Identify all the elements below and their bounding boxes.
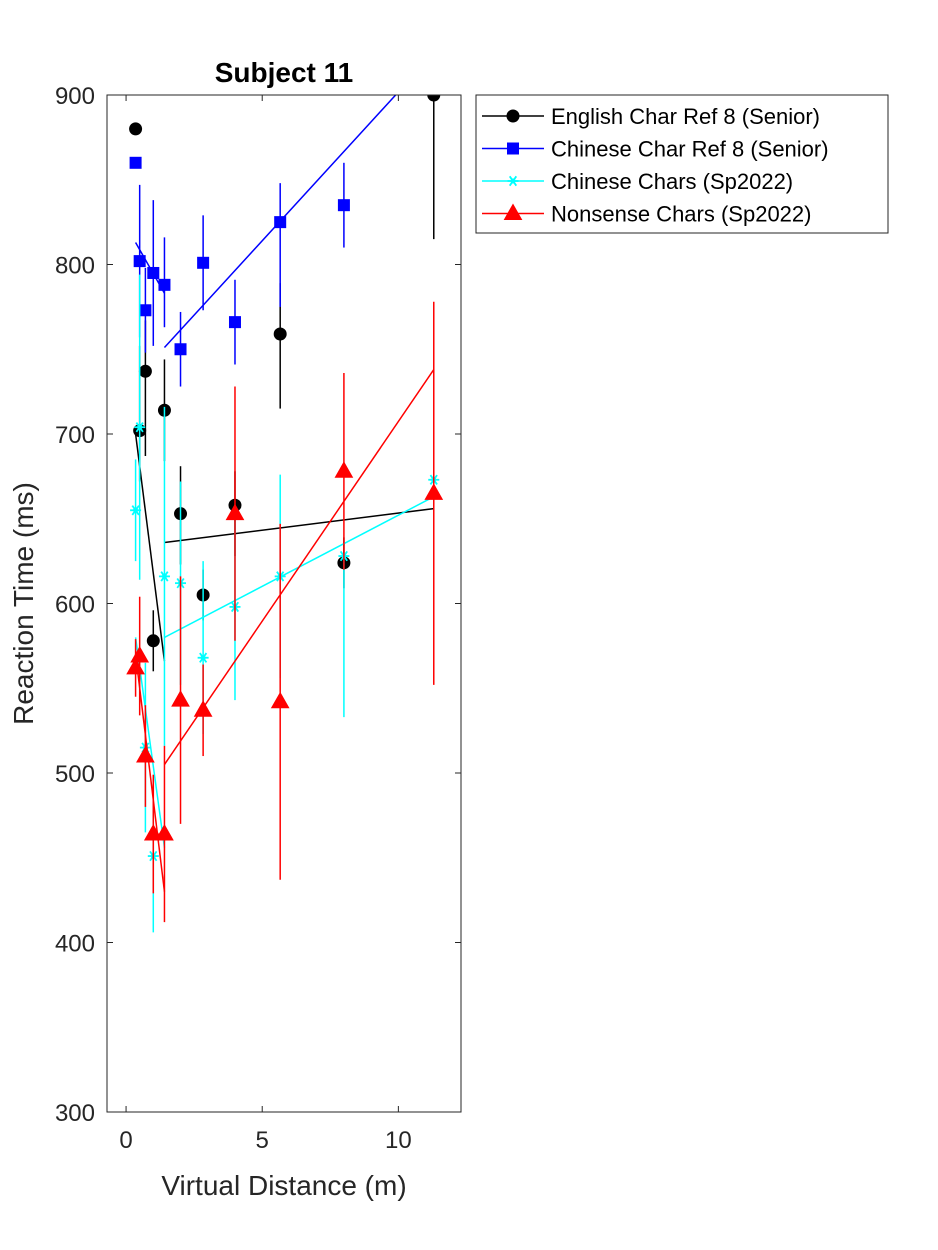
legend-item: Chinese Char Ref 8 (Senior): [482, 137, 829, 162]
data-point: [506, 109, 520, 123]
legend-item: English Char Ref 8 (Senior): [482, 104, 820, 129]
legend-label: Chinese Chars (Sp2022): [551, 169, 793, 194]
legend: English Char Ref 8 (Senior) Chinese Char …: [475, 94, 889, 234]
data-point: [146, 634, 160, 648]
data-point-core: [161, 573, 167, 579]
data-point: [507, 142, 519, 155]
data-point: [158, 571, 170, 582]
data-point: [270, 691, 290, 709]
legend-box: [475, 94, 889, 234]
y-tick-label: 900: [55, 83, 95, 110]
data-point: [130, 505, 142, 516]
series-3: [126, 301, 444, 923]
data-point: [197, 256, 210, 269]
data-point: [427, 95, 441, 102]
fit-line: [134, 654, 166, 892]
data-point: [197, 652, 209, 663]
legend-item: Nonsense Chars (Sp2022): [482, 202, 811, 227]
data-point: [225, 503, 245, 521]
data-point: [155, 824, 174, 841]
x-tick-label: 5: [256, 1127, 269, 1154]
y-tick-label: 700: [55, 422, 95, 449]
fit-line: [164, 507, 434, 544]
data-point: [130, 646, 150, 663]
data-point-core: [137, 424, 143, 430]
chart-title: Subject 11: [215, 57, 354, 88]
legend-label: Nonsense Chars (Sp2022): [551, 202, 811, 227]
data-point: [139, 304, 152, 317]
y-tick-label: 600: [55, 592, 95, 619]
fit-line: [163, 369, 435, 765]
data-point: [507, 175, 519, 187]
y-tick-label: 300: [55, 1100, 95, 1127]
data-point: [334, 461, 354, 478]
data-point: [129, 156, 142, 169]
data-point: [228, 316, 241, 329]
data-point: [134, 422, 146, 433]
data-point: [174, 343, 187, 356]
data-point-core: [510, 178, 516, 184]
data-point: [136, 746, 155, 763]
data-point: [503, 203, 523, 220]
data-point: [273, 327, 287, 341]
data-point: [133, 255, 146, 268]
x-tick-label: 0: [119, 1127, 132, 1154]
data-point: [274, 216, 287, 229]
y-tick-label: 500: [55, 761, 95, 788]
data-point: [193, 700, 213, 717]
data-point-core: [133, 507, 139, 513]
x-axis-title: Virtual Distance (m): [161, 1170, 406, 1201]
plot-area: 300 400 500 600 700 800 900 0 5 10: [55, 83, 462, 1154]
data-point: [126, 657, 145, 675]
legend-label: Chinese Char Ref 8 (Senior): [551, 137, 829, 162]
x-tick-label: 10: [385, 1127, 412, 1154]
plot-content: [126, 95, 444, 933]
series-1: [129, 95, 397, 387]
data-point: [424, 483, 444, 500]
data-point: [158, 278, 171, 291]
data-point: [138, 364, 152, 378]
data-point: [129, 122, 143, 136]
legend-item: Chinese Chars (Sp2022): [482, 169, 793, 194]
data-point: [337, 199, 350, 212]
y-tick-label: 400: [55, 931, 95, 958]
y-tick-label: 800: [55, 253, 95, 280]
y-axis-title: Reaction Time (ms): [8, 482, 39, 725]
data-point: [171, 690, 190, 707]
data-point-core: [200, 655, 206, 661]
data-point: [147, 266, 160, 279]
legend-label: English Char Ref 8 (Senior): [551, 104, 820, 129]
